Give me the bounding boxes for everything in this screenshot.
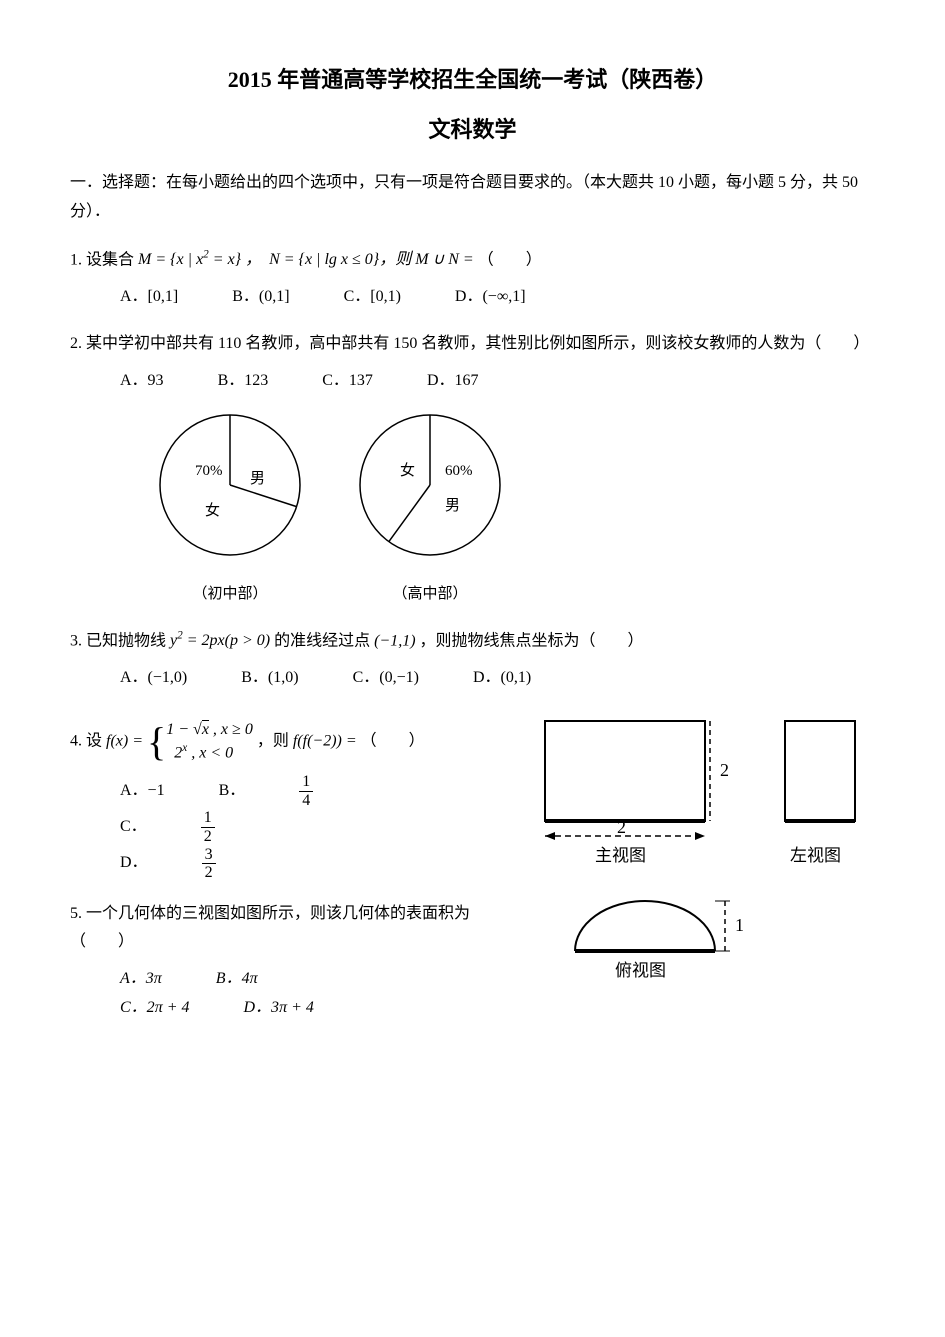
q5-opt-d: D．3π + 4 bbox=[244, 994, 314, 1023]
q4-prefix: 4. 设 bbox=[70, 733, 106, 750]
q3-prefix: 3. 已知抛物线 bbox=[70, 632, 170, 649]
q4-opt-c: C． 12 bbox=[120, 809, 315, 845]
q3-opt-b: B．(1,0) bbox=[241, 664, 298, 693]
q1-prefix: 1. 设集合 bbox=[70, 251, 138, 268]
q4-opt-b: B． 14 bbox=[219, 773, 414, 809]
q4-opt-d: D． 32 bbox=[120, 846, 316, 882]
question-1: 1. 设集合 M = {x | x2 = x} ， N = {x | lg x … bbox=[70, 245, 875, 275]
q3-suffix: ，则抛物线焦点坐标为（ ） bbox=[420, 632, 644, 649]
q4-opt-d-den: 2 bbox=[202, 864, 216, 882]
q3-opt-a: A．(−1,0) bbox=[120, 664, 187, 693]
q1-opt-c: C．[0,1) bbox=[344, 283, 401, 312]
pie-junior-svg: 70% 男 女 bbox=[150, 405, 310, 565]
q2-opt-b: B．123 bbox=[218, 367, 269, 396]
three-view-svg: 2 2 主视图 左视图 1 俯视图 bbox=[535, 701, 875, 981]
question-3: 3. 已知抛物线 y2 = 2px(p > 0) 的准线经过点 (−1,1) ，… bbox=[70, 626, 875, 656]
q1-opt-a: A．[0,1] bbox=[120, 283, 178, 312]
q2-opt-c: C．137 bbox=[322, 367, 373, 396]
q1-suffix: （ ） bbox=[478, 251, 542, 268]
svg-text:60%: 60% bbox=[445, 463, 473, 479]
pie-senior-svg: 女 60% 男 bbox=[350, 405, 510, 565]
pie-junior: 70% 男 女 （初中部） bbox=[150, 405, 310, 608]
pie-senior-caption: （高中部） bbox=[350, 581, 510, 608]
q4-options: A．−1 B． 14 C． 12 D． 32 bbox=[120, 773, 525, 882]
front-view-label: 主视图 bbox=[595, 846, 646, 865]
q4-q5-row: 4. 设 f(x) = { 1 − √x , x ≥ 0 2x , x < 0 … bbox=[70, 701, 875, 1031]
exam-title: 2015 年普通高等学校招生全国统一考试（陕西卷） bbox=[70, 60, 875, 100]
q2-opt-a: A．93 bbox=[120, 367, 164, 396]
q1-opt-d: D．(−∞,1] bbox=[455, 283, 526, 312]
q3-mid: 的准线经过点 bbox=[274, 632, 374, 649]
svg-text:男: 男 bbox=[445, 498, 460, 514]
svg-text:女: 女 bbox=[400, 461, 415, 479]
question-2: 2. 某中学初中部共有 110 名教师，高中部共有 150 名教师，其性别比例如… bbox=[70, 330, 875, 359]
question-5: 5. 一个几何体的三视图如图所示，则该几何体的表面积为（ ） bbox=[70, 900, 525, 958]
q4-opt-b-label: B． bbox=[219, 777, 246, 806]
question-4: 4. 设 f(x) = { 1 − √x , x ≥ 0 2x , x < 0 … bbox=[70, 719, 525, 765]
q4-q5-left: 4. 设 f(x) = { 1 − √x , x ≥ 0 2x , x < 0 … bbox=[70, 701, 525, 1031]
q1-math: M = {x | x2 = x} ， N = {x | lg x ≤ 0}，则 … bbox=[138, 251, 474, 268]
q1-opt-b: B．(0,1] bbox=[232, 283, 289, 312]
q3-math: y2 = 2px(p > 0) bbox=[170, 632, 270, 649]
section-header: 一．选择题：在每小题给出的四个选项中，只有一项是符合题目要求的。（本大题共 10… bbox=[70, 169, 875, 227]
q3-options: A．(−1,0) B．(1,0) C．(0,−1) D．(0,1) bbox=[120, 664, 875, 693]
q3-opt-c: C．(0,−1) bbox=[353, 664, 419, 693]
q4-opt-c-label: C． bbox=[120, 813, 147, 842]
q5-options: A．3π B．4π C．2π + 4 D．3π + 4 bbox=[120, 965, 525, 1023]
q2-options: A．93 B．123 C．137 D．167 bbox=[120, 367, 875, 396]
front-height-label: 2 bbox=[720, 760, 729, 780]
front-width-label: 2 bbox=[617, 817, 626, 837]
q5-opt-c: C．2π + 4 bbox=[120, 994, 190, 1023]
top-view-label: 俯视图 bbox=[615, 961, 666, 980]
q4-opt-d-label: D． bbox=[120, 849, 148, 878]
q4-opt-b-num: 1 bbox=[299, 773, 313, 792]
q3-opt-d: D．(0,1) bbox=[473, 664, 531, 693]
q4-suffix: （ ） bbox=[361, 733, 425, 750]
side-view-label: 左视图 bbox=[790, 846, 841, 865]
pie-senior: 女 60% 男 （高中部） bbox=[350, 405, 510, 608]
q4-mid: ，则 bbox=[257, 733, 293, 750]
q4-opt-a: A．−1 bbox=[120, 777, 165, 806]
q2-opt-d: D．167 bbox=[427, 367, 479, 396]
svg-text:女: 女 bbox=[205, 501, 220, 519]
top-height-label: 1 bbox=[735, 915, 744, 935]
q5-opt-a: A．3π bbox=[120, 965, 162, 994]
q4-eval: f(f(−2)) = bbox=[293, 733, 357, 750]
q4-opt-b-den: 4 bbox=[299, 792, 313, 810]
three-view-diagram: 2 2 主视图 左视图 1 俯视图 bbox=[535, 701, 875, 992]
svg-text:男: 男 bbox=[250, 471, 265, 487]
q5-opt-b: B．4π bbox=[216, 965, 258, 994]
exam-subtitle: 文科数学 bbox=[70, 110, 875, 150]
svg-text:70%: 70% bbox=[195, 463, 223, 479]
q1-options: A．[0,1] B．(0,1] C．[0,1) D．(−∞,1] bbox=[120, 283, 875, 312]
q4-piecewise: { 1 − √x , x ≥ 0 2x , x < 0 bbox=[147, 719, 253, 765]
pie-charts-row: 70% 男 女 （初中部） 女 60% 男 （高中部） bbox=[150, 405, 875, 608]
q4-opt-d-num: 3 bbox=[202, 846, 216, 865]
q4-opt-c-den: 2 bbox=[201, 828, 215, 846]
q3-point: (−1,1) bbox=[374, 632, 415, 649]
pie-junior-caption: （初中部） bbox=[150, 581, 310, 608]
q4-opt-c-num: 1 bbox=[201, 809, 215, 828]
q4-func: f(x) = bbox=[106, 733, 143, 750]
